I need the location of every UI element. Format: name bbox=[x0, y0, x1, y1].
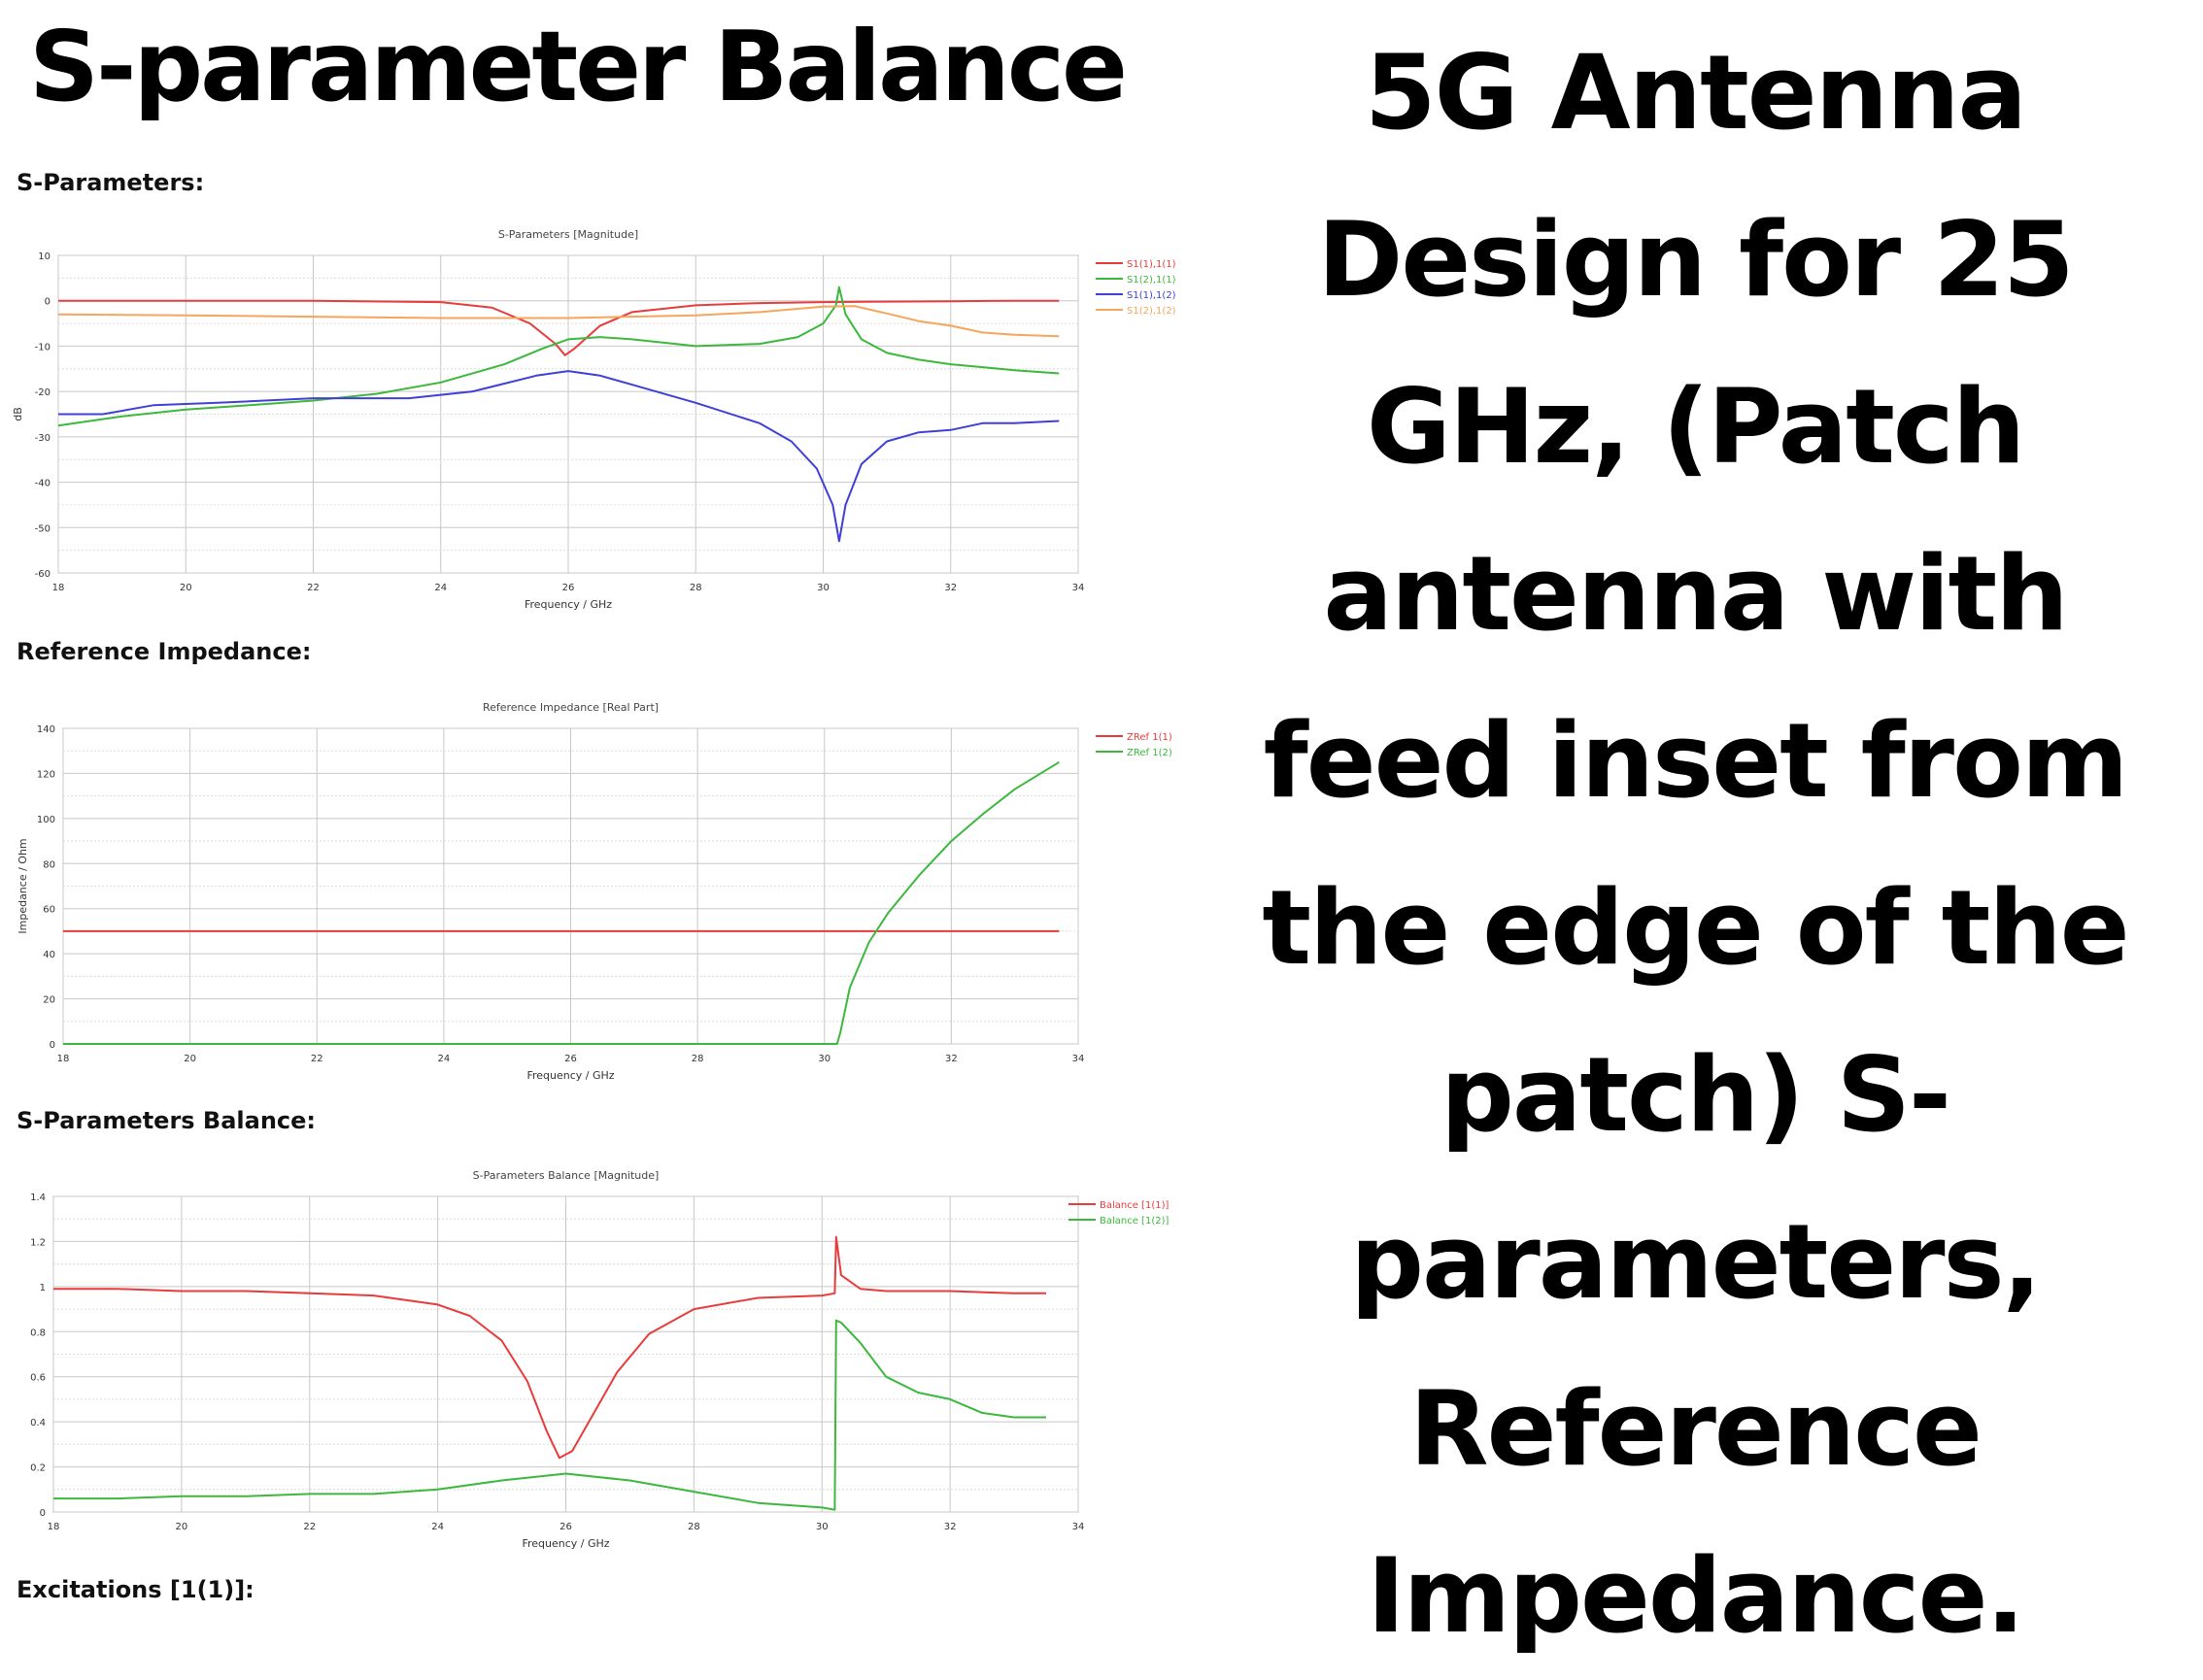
series-line bbox=[53, 1235, 1046, 1460]
y-tick-label: 140 bbox=[37, 724, 55, 735]
section-label-excitations: Excitations [1(1)]: bbox=[17, 1576, 254, 1603]
chart-title: Reference Impedance [Real Part] bbox=[483, 701, 659, 714]
x-tick-label: 26 bbox=[562, 583, 575, 593]
legend-label: Balance [1(2)] bbox=[1100, 1216, 1169, 1226]
y-axis-label: Impedance / Ohm bbox=[17, 838, 29, 933]
chart-title: S-Parameters [Magnitude] bbox=[498, 228, 638, 241]
legend-label: S1(2),1(1) bbox=[1127, 275, 1176, 286]
y-tick-label: 80 bbox=[43, 859, 55, 870]
x-tick-label: 32 bbox=[944, 1522, 957, 1532]
x-tick-label: 34 bbox=[1072, 1522, 1085, 1532]
y-tick-label: 1.4 bbox=[30, 1193, 46, 1203]
y-tick-label: -20 bbox=[35, 387, 51, 398]
series-line bbox=[63, 760, 1060, 1045]
x-tick-label: 32 bbox=[945, 1054, 958, 1064]
chart-title: S-Parameters Balance [Magnitude] bbox=[473, 1169, 660, 1182]
x-tick-label: 28 bbox=[688, 1522, 700, 1532]
x-tick-label: 18 bbox=[52, 583, 65, 593]
y-tick-label: 1.2 bbox=[30, 1237, 46, 1248]
x-axis-label: Frequency / GHz bbox=[525, 598, 612, 611]
y-tick-label: 0.4 bbox=[30, 1418, 46, 1428]
y-tick-label: 100 bbox=[37, 815, 55, 825]
y-tick-label: 1 bbox=[40, 1283, 46, 1294]
y-tick-label: -60 bbox=[35, 569, 51, 580]
legend-label: ZRef 1(2) bbox=[1127, 748, 1172, 758]
legend-label: S1(2),1(2) bbox=[1127, 306, 1176, 317]
x-tick-label: 30 bbox=[817, 583, 830, 593]
x-tick-label: 18 bbox=[48, 1522, 60, 1532]
y-tick-label: -40 bbox=[35, 479, 51, 489]
x-tick-label: 24 bbox=[438, 1054, 451, 1064]
y-tick-label: 0.6 bbox=[30, 1373, 46, 1384]
y-tick-label: -50 bbox=[35, 523, 51, 534]
y-tick-label: 40 bbox=[43, 950, 55, 960]
y-tick-label: 0 bbox=[45, 297, 51, 308]
y-tick-label: 120 bbox=[37, 769, 55, 780]
y-axis-label: dB bbox=[12, 407, 24, 421]
section-label-sparameters: S-Parameters: bbox=[17, 169, 205, 196]
series-line bbox=[58, 370, 1060, 543]
series-line bbox=[57, 286, 1060, 427]
reference-impedance-chart: Reference Impedance [Real Part] 18 20 22 24 2… bbox=[17, 701, 1172, 1082]
x-axis-label: Frequency / GHz bbox=[522, 1537, 609, 1550]
legend-label: Balance [1(1)] bbox=[1100, 1200, 1169, 1211]
y-tick-label: 0 bbox=[50, 1040, 55, 1051]
y-tick-label: -10 bbox=[35, 342, 51, 353]
x-tick-label: 30 bbox=[816, 1522, 829, 1532]
legend-label: S1(1),1(2) bbox=[1127, 290, 1176, 301]
x-axis-label: Frequency / GHz bbox=[526, 1069, 614, 1082]
section-label-sparameters-balance: S-Parameters Balance: bbox=[17, 1107, 317, 1134]
sparameters-balance-chart: S-Parameters Balance [Magnitude] 18 20 22 24… bbox=[30, 1169, 1169, 1550]
page-title: S-parameter Balance bbox=[29, 10, 1128, 123]
legend-label: S1(1),1(1) bbox=[1127, 259, 1176, 270]
y-tick-label: 0 bbox=[40, 1508, 46, 1519]
x-tick-label: 20 bbox=[184, 1054, 196, 1064]
x-tick-label: 22 bbox=[303, 1522, 316, 1532]
y-tick-label: -30 bbox=[35, 433, 51, 444]
y-tick-label: 60 bbox=[43, 905, 55, 916]
y-tick-label: 0.2 bbox=[30, 1463, 46, 1474]
x-tick-label: 32 bbox=[944, 583, 957, 593]
x-tick-label: 34 bbox=[1072, 583, 1085, 593]
x-tick-label: 18 bbox=[57, 1054, 70, 1064]
y-tick-label: 0.8 bbox=[30, 1327, 46, 1338]
description-heading: 5G Antenna Design for 25 GHz, (Patch ant… bbox=[1262, 33, 2129, 1656]
x-tick-label: 24 bbox=[434, 583, 447, 593]
sparameters-chart: S-Parameters [Magnitude] 18 20 22 24 26 28 30 32… bbox=[12, 228, 1176, 611]
x-tick-label: 26 bbox=[564, 1054, 577, 1064]
legend-label: ZRef 1(1) bbox=[1127, 732, 1172, 743]
x-tick-label: 22 bbox=[311, 1054, 323, 1064]
series-line bbox=[53, 1319, 1046, 1511]
section-label-reference-impedance: Reference Impedance: bbox=[17, 638, 312, 665]
x-tick-label: 20 bbox=[176, 1522, 188, 1532]
x-tick-label: 26 bbox=[559, 1522, 572, 1532]
x-tick-label: 28 bbox=[692, 1054, 704, 1064]
x-tick-label: 30 bbox=[818, 1054, 830, 1064]
x-tick-label: 34 bbox=[1072, 1054, 1085, 1064]
x-tick-label: 20 bbox=[180, 583, 192, 593]
y-tick-label: 20 bbox=[43, 995, 55, 1006]
series-line bbox=[57, 305, 1060, 338]
x-tick-label: 22 bbox=[307, 583, 320, 593]
x-tick-label: 24 bbox=[431, 1522, 444, 1532]
y-tick-label: 10 bbox=[38, 252, 51, 262]
x-tick-label: 28 bbox=[690, 583, 702, 593]
